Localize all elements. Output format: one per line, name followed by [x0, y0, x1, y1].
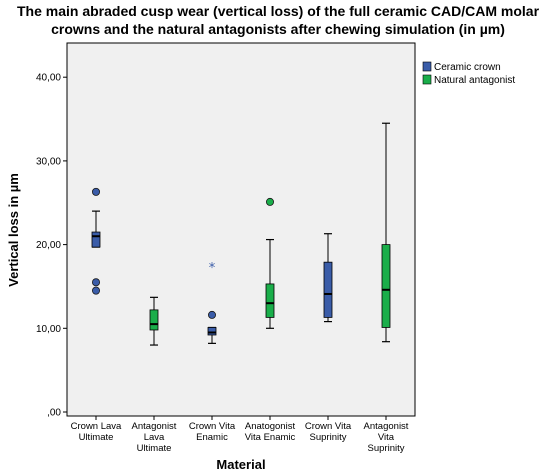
legend-label: Natural antagonist [434, 75, 515, 86]
y-tick-label: 40,00 [36, 73, 61, 84]
box-body [91, 231, 101, 248]
x-category-label: Antagonist [132, 421, 177, 432]
box-5 [323, 233, 333, 323]
box-body [149, 309, 159, 331]
y-tick-label: 30,00 [36, 156, 61, 167]
legend: Ceramic crown Natural antagonist [422, 61, 515, 86]
y-axis-title: Vertical loss in µm [6, 173, 21, 287]
y-tick-label: 20,00 [36, 240, 61, 251]
x-category-label: Enamic [196, 432, 228, 443]
extreme-point: * [209, 261, 216, 276]
x-category-label: Crown Vita [189, 421, 236, 432]
x-category-label: Vita Enamic [245, 432, 296, 443]
legend-label: Ceramic crown [434, 62, 501, 73]
x-axis-category-labels: Crown LavaUltimateAntagonistLavaUltimate… [71, 416, 409, 454]
y-tick-label: 10,00 [36, 324, 61, 335]
x-category-label: Suprinity [310, 432, 347, 443]
outlier-point [92, 187, 101, 196]
box-3: * [207, 261, 217, 344]
x-category-label: Ultimate [79, 432, 114, 443]
box-body [323, 261, 333, 318]
x-category-label: Anatogonist [245, 421, 296, 432]
box-6 [381, 122, 391, 343]
chart-title-line-2: crowns and the natural antagonists after… [51, 21, 505, 37]
box-4 [265, 197, 275, 329]
y-tick-label: ,00 [47, 408, 61, 419]
x-category-label: Crown Lava [71, 421, 122, 432]
x-category-label: Ultimate [137, 443, 172, 454]
legend-swatch [422, 61, 432, 72]
x-category-label: Crown Vita [305, 421, 352, 432]
outlier-point [92, 278, 101, 287]
chart-title-line-1: The main abraded cusp wear (vertical los… [17, 3, 540, 19]
x-category-label: Suprinity [368, 443, 405, 454]
legend-swatch [422, 74, 432, 85]
plot-area [66, 42, 416, 417]
box-body [207, 327, 217, 336]
outlier-point [207, 310, 216, 319]
x-category-label: Lava [144, 432, 165, 443]
x-category-label: Vita [378, 432, 395, 443]
box-series: * [91, 122, 391, 346]
box-2 [149, 296, 159, 346]
outlier-point [265, 197, 274, 206]
box-1 [91, 187, 101, 295]
box-body [381, 244, 391, 328]
box-body [265, 283, 275, 318]
outlier-point [92, 286, 101, 295]
y-axis-ticks: ,00 10,00 20,00 30,00 40,00 [36, 73, 67, 419]
x-category-label: Antagonist [364, 421, 409, 432]
x-axis-title: Material [216, 457, 265, 472]
